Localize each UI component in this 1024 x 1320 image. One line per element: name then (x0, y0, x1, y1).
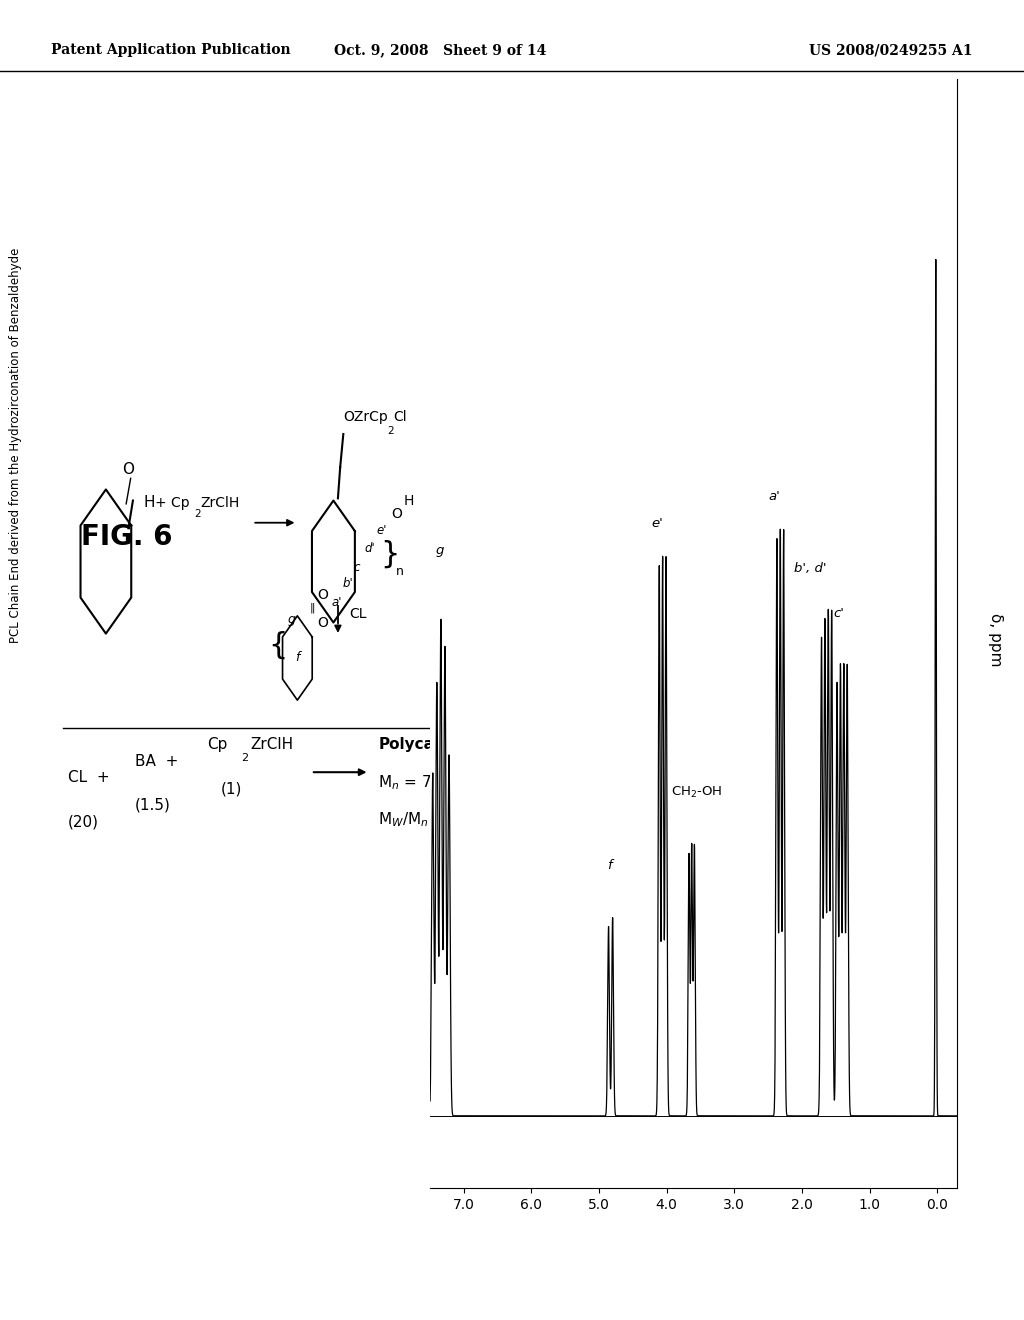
Text: O: O (391, 507, 402, 521)
Text: a': a' (769, 490, 780, 503)
Text: M$_W$/M$_n$ = 1.12: M$_W$/M$_n$ = 1.12 (379, 810, 485, 829)
Text: + Cp: + Cp (156, 496, 190, 510)
Text: ZrClH: ZrClH (201, 496, 240, 510)
Text: d': d' (365, 541, 375, 554)
Text: Cl: Cl (393, 411, 407, 425)
Text: Patent Application Publication: Patent Application Publication (51, 44, 291, 57)
Text: O: O (317, 587, 329, 602)
Text: a': a' (331, 597, 342, 609)
Text: b': b' (342, 577, 353, 590)
Text: 2: 2 (387, 425, 394, 436)
Text: Oct. 9, 2008   Sheet 9 of 14: Oct. 9, 2008 Sheet 9 of 14 (334, 44, 547, 57)
Text: f: f (295, 652, 300, 664)
Text: M$_n$ = 7,800: M$_n$ = 7,800 (379, 772, 466, 792)
Text: n: n (395, 565, 403, 578)
Text: H: H (143, 495, 155, 511)
Text: FIG. 6: FIG. 6 (81, 523, 173, 550)
Text: H: H (403, 494, 414, 508)
Text: 2: 2 (241, 752, 248, 763)
Text: Polycaprolactone: Polycaprolactone (379, 737, 526, 752)
Text: BA  +: BA + (135, 754, 178, 768)
Text: 2: 2 (195, 508, 202, 519)
Text: CL: CL (349, 607, 367, 620)
Text: CL  +: CL + (68, 771, 110, 785)
Text: g: g (435, 544, 443, 557)
Text: Cp: Cp (207, 737, 227, 752)
Text: b', d': b', d' (794, 562, 826, 576)
Text: (1.5): (1.5) (135, 799, 171, 813)
Text: g: g (288, 612, 296, 626)
Text: (20): (20) (68, 814, 98, 829)
Text: CH$_2$-OH: CH$_2$-OH (672, 785, 723, 800)
Text: O: O (123, 462, 134, 477)
Text: }: } (380, 540, 399, 569)
Text: OZrCp: OZrCp (343, 411, 388, 425)
Text: {: { (268, 630, 288, 659)
Text: c: c (353, 561, 360, 574)
Text: (1): (1) (221, 781, 242, 796)
Text: f: f (606, 859, 611, 873)
Text: c': c' (833, 607, 844, 620)
Text: e': e' (376, 524, 387, 537)
Text: δ, ppm: δ, ppm (988, 614, 1002, 667)
Text: PCL Chain End derived from the Hydrozirconation of Benzaldehyde: PCL Chain End derived from the Hydrozirc… (9, 247, 22, 643)
Text: O: O (317, 615, 329, 630)
Text: ZrClH: ZrClH (250, 737, 293, 752)
Text: US 2008/0249255 A1: US 2008/0249255 A1 (809, 44, 973, 57)
Text: e': e' (651, 517, 663, 529)
Text: ‖: ‖ (309, 603, 315, 614)
